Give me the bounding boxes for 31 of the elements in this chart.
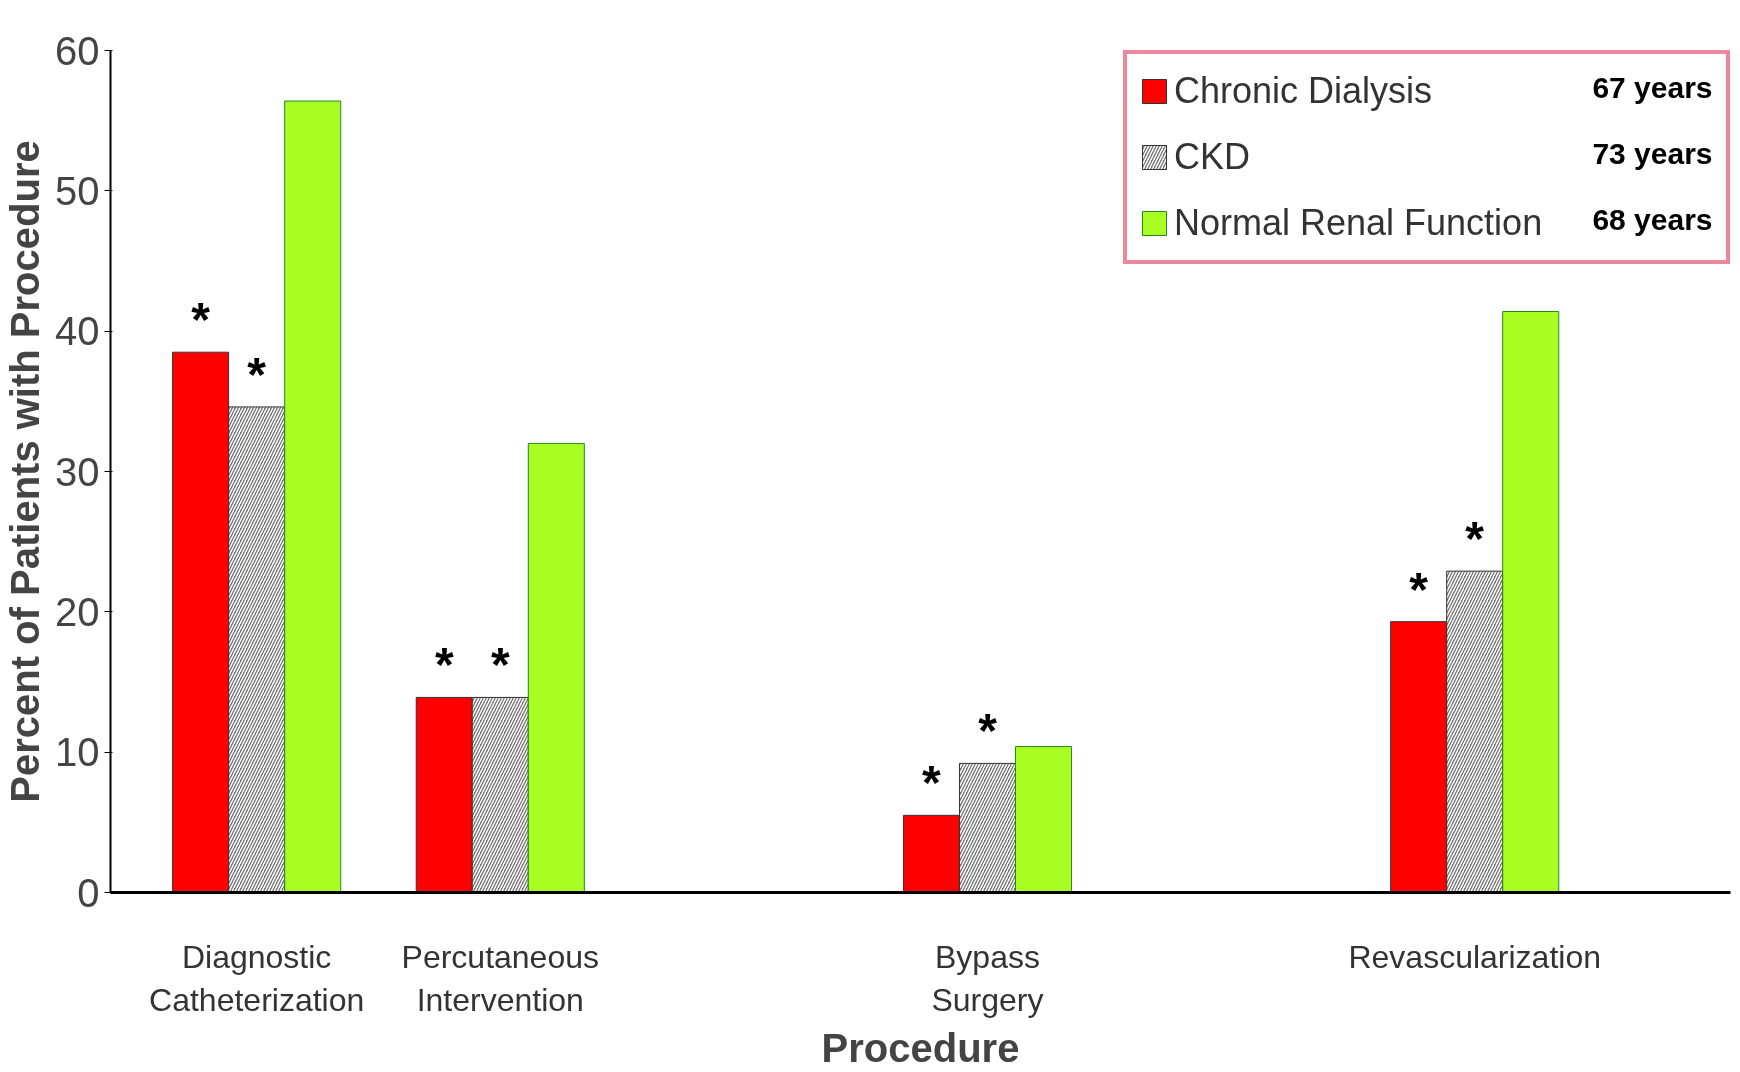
legend-label: Normal Renal Function [1174,202,1543,243]
y-axis-title: Percent of Patients with Procedure [3,140,48,803]
y-tick-label: 50 [55,168,100,213]
annotation: * [978,704,998,758]
annotation: 73 years [1592,137,1713,170]
annotation: * [1409,562,1429,616]
bar [1502,311,1560,893]
x-tick-label: Bypass Surgery [931,938,1044,1018]
annotation: * [490,638,510,692]
x-tick-label: Revascularization [1348,938,1601,975]
y-tick-label: 30 [55,449,100,494]
y-tick-label: 60 [55,28,100,73]
x-tick-label: Diagnostic Catheterization [149,938,365,1018]
annotation: 67 years [1592,71,1713,104]
y-tick-label: 0 [77,870,100,915]
annotation: * [247,347,267,401]
bar [1015,746,1073,893]
y-tick-label: 10 [55,730,100,775]
annotation: * [434,638,454,692]
bar [527,442,585,893]
annotation: 68 years [1592,203,1713,236]
x-tick-label: Percutaneous Intervention [401,938,600,1018]
y-tick-label: 40 [55,309,100,354]
y-tick-label: 20 [55,589,100,634]
x-axis-title: Procedure [821,1025,1020,1070]
legend-label: CKD [1174,136,1251,177]
annotation: * [922,756,942,810]
annotation: * [191,293,211,347]
annotation: * [1465,512,1485,566]
bar [284,100,342,893]
legend-label: Chronic Dialysis [1174,70,1433,111]
